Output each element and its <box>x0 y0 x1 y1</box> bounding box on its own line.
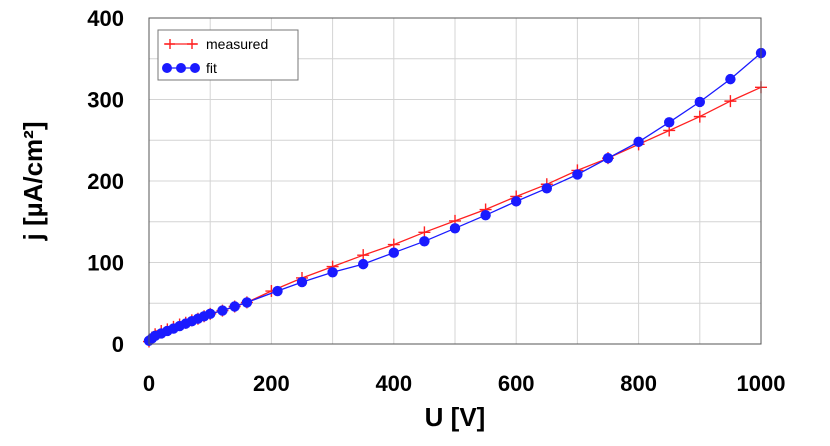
data-point-fit <box>449 223 461 234</box>
legend-label: measured <box>206 36 268 52</box>
y-tick-label: 300 <box>87 88 124 113</box>
data-point-measured <box>693 110 706 123</box>
x-tick-label: 600 <box>498 371 535 396</box>
data-point-fit <box>664 117 675 128</box>
series-layer <box>143 47 767 348</box>
data-point-fit <box>272 285 283 297</box>
data-point-fit <box>480 210 491 221</box>
legend-marker <box>187 39 197 49</box>
y-tick-labels: 0 100 200 300 400 <box>87 6 124 357</box>
data-point-fit <box>205 308 216 320</box>
y-tick-label: 0 <box>112 332 124 357</box>
data-point-fit <box>419 236 430 247</box>
data-point-fit <box>602 152 614 164</box>
data-point-fit <box>633 136 644 148</box>
data-point-fit <box>572 169 583 180</box>
legend: measured fit <box>157 29 299 81</box>
data-point-fit <box>541 183 552 194</box>
data-point-fit <box>511 196 522 207</box>
legend-marker <box>165 39 175 49</box>
plot-frame <box>148 17 762 345</box>
data-point-fit <box>296 276 308 288</box>
legend-marker <box>176 63 186 73</box>
data-point-measured <box>724 95 737 108</box>
data-point-fit <box>694 96 705 108</box>
x-axis-title: U [V] <box>425 402 486 432</box>
series-fit <box>143 47 767 346</box>
legend-label: fit <box>206 60 217 76</box>
data-point-fit <box>388 247 399 258</box>
legend-marker <box>190 63 200 73</box>
x-tick-label: 400 <box>375 371 412 396</box>
data-point-fit <box>229 301 240 312</box>
data-point-fit <box>327 267 338 278</box>
legend-item-fit: fit <box>162 60 217 76</box>
data-point-fit <box>358 258 369 270</box>
y-tick-label: 100 <box>87 251 124 276</box>
data-point-fit <box>241 297 253 308</box>
gridlines <box>149 18 761 344</box>
x-tick-label: 200 <box>253 371 290 396</box>
y-axis-title: j [µA/cm²] <box>18 122 48 242</box>
x-tick-labels: 0 200 400 600 800 1000 <box>143 371 786 396</box>
x-tick-label: 800 <box>620 371 657 396</box>
x-tick-label: 1000 <box>737 371 786 396</box>
data-point-fit <box>725 73 736 85</box>
x-tick-label: 0 <box>143 371 155 396</box>
legend-marker <box>162 63 172 73</box>
legend-item-measured: measured <box>164 36 268 52</box>
y-tick-label: 400 <box>87 6 124 31</box>
data-point-fit <box>217 305 228 316</box>
y-tick-label: 200 <box>87 169 124 194</box>
